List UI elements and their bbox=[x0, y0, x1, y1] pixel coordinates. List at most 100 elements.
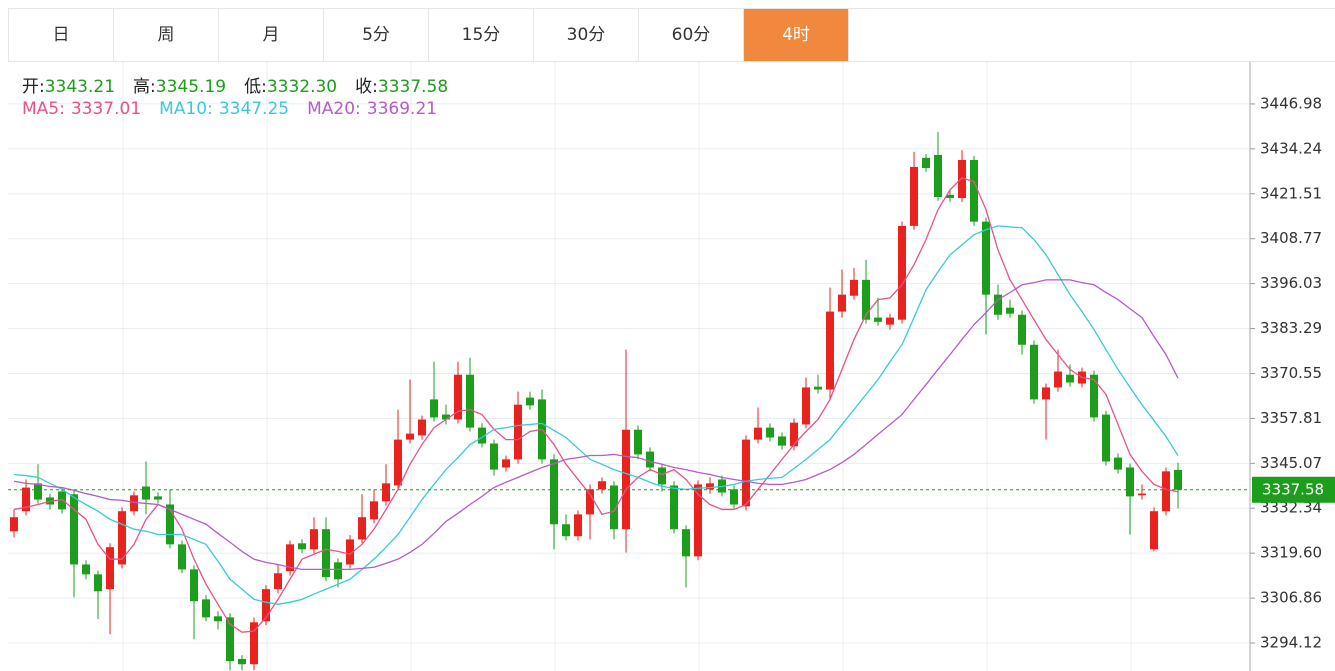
ohlc-value: 3343.21 bbox=[44, 77, 116, 97]
candle-body bbox=[358, 517, 366, 540]
period-tab[interactable]: 周 bbox=[114, 9, 219, 61]
legend-name: MA10: bbox=[159, 99, 213, 119]
candle-body bbox=[1090, 374, 1098, 418]
candle-body bbox=[742, 439, 750, 507]
ohlc-label: 收: bbox=[355, 77, 378, 97]
y-tick-label: 3370.55 bbox=[1260, 364, 1322, 382]
candle-body bbox=[346, 539, 354, 565]
candle-body bbox=[622, 429, 630, 530]
candle-body bbox=[1174, 469, 1182, 490]
y-tick-label: 3332.34 bbox=[1260, 499, 1322, 517]
y-tick-label: 3396.03 bbox=[1260, 274, 1322, 292]
candle-body bbox=[466, 374, 474, 428]
candle-body bbox=[838, 294, 846, 312]
ma-legend: MA5: 3337.01 MA10: 3347.25 MA20: 3369.21 bbox=[22, 99, 455, 119]
candle-body bbox=[1102, 414, 1110, 462]
candle-body bbox=[82, 564, 90, 575]
candle-body bbox=[430, 399, 438, 418]
legend-name: MA20: bbox=[307, 99, 361, 119]
period-tab[interactable]: 5分 bbox=[324, 9, 429, 61]
candle-body bbox=[598, 481, 606, 490]
candle-body bbox=[226, 617, 234, 662]
ma-line bbox=[13, 177, 1179, 633]
candle-body bbox=[514, 404, 522, 460]
candle-body bbox=[1054, 371, 1062, 388]
legend-item: MA10: 3347.25 bbox=[159, 99, 289, 119]
candle-body bbox=[922, 157, 930, 169]
ohlc-item: 开:3343.21 bbox=[22, 77, 115, 97]
legend-name: MA5: bbox=[22, 99, 65, 119]
candle-body bbox=[58, 491, 66, 510]
legend-value: 3347.25 bbox=[218, 99, 290, 119]
candle-body bbox=[94, 574, 102, 592]
candle-body bbox=[154, 496, 162, 500]
candle-body bbox=[754, 427, 762, 440]
candle-body bbox=[790, 422, 798, 447]
candle-body bbox=[178, 544, 186, 570]
candle-body bbox=[370, 501, 378, 520]
candle-body bbox=[646, 451, 654, 468]
ohlc-label: 低: bbox=[244, 77, 267, 97]
period-tab[interactable]: 15分 bbox=[429, 9, 534, 61]
period-tab[interactable]: 4时 bbox=[744, 9, 849, 61]
period-tab[interactable]: 日 bbox=[8, 9, 114, 61]
candle-body bbox=[982, 221, 990, 295]
y-tick-label: 3294.12 bbox=[1260, 634, 1322, 652]
candle-body bbox=[406, 433, 414, 440]
candle-body bbox=[550, 459, 558, 525]
candle-body bbox=[910, 166, 918, 226]
period-tab[interactable]: 60分 bbox=[639, 9, 744, 61]
candle-body bbox=[610, 485, 618, 530]
y-tick-label: 3434.24 bbox=[1260, 139, 1322, 157]
candle-body bbox=[850, 279, 858, 296]
last-price-label: 3337.58 bbox=[1262, 480, 1324, 498]
candle-body bbox=[1042, 387, 1050, 400]
candle-body bbox=[418, 419, 426, 436]
candle-body bbox=[874, 317, 882, 322]
candle-body bbox=[166, 504, 174, 545]
ohlc-header: 开:3343.21 高:3345.19 低:3332.30 收:3337.58 bbox=[22, 72, 466, 97]
candle-body bbox=[634, 429, 642, 455]
candle-body bbox=[898, 225, 906, 320]
candle-body bbox=[70, 494, 78, 565]
candle-body bbox=[778, 436, 786, 446]
period-tabs: 日周月 5分 15分 30分 60分 4时 bbox=[8, 8, 1335, 62]
ohlc-item: 收:3337.58 bbox=[355, 77, 448, 97]
period-tab[interactable]: 月 bbox=[219, 9, 324, 61]
ma-line bbox=[13, 279, 1179, 571]
candle-body bbox=[1018, 314, 1026, 345]
legend-item: MA20: 3369.21 bbox=[307, 99, 437, 119]
candle-body bbox=[190, 569, 198, 602]
candle-body bbox=[862, 279, 870, 320]
candle-body bbox=[1138, 493, 1146, 496]
candle-body bbox=[142, 486, 150, 500]
candle-body bbox=[1126, 467, 1134, 497]
candle-body bbox=[262, 589, 270, 622]
ohlc-item: 低:3332.30 bbox=[244, 77, 337, 97]
candle-body bbox=[682, 529, 690, 557]
candle-body bbox=[706, 483, 714, 490]
candle-body bbox=[958, 159, 966, 199]
candle-body bbox=[334, 562, 342, 580]
ohlc-item: 高:3345.19 bbox=[133, 77, 226, 97]
candle-body bbox=[106, 547, 114, 590]
candle-body bbox=[886, 317, 894, 325]
candle-body bbox=[478, 427, 486, 444]
candle-body bbox=[130, 495, 138, 512]
candle-body bbox=[562, 524, 570, 537]
candle-body bbox=[502, 459, 510, 468]
period-tab[interactable]: 30分 bbox=[534, 9, 639, 61]
candle-body bbox=[766, 427, 774, 438]
candle-body bbox=[994, 294, 1002, 315]
y-tick-label: 3421.51 bbox=[1260, 184, 1322, 202]
candle-body bbox=[586, 489, 594, 515]
candle-body bbox=[214, 616, 222, 622]
y-tick-label: 3408.77 bbox=[1260, 229, 1322, 247]
candle-body bbox=[382, 483, 390, 502]
candle-body bbox=[202, 599, 210, 618]
candle-body bbox=[238, 658, 246, 665]
y-tick-label: 3446.98 bbox=[1260, 94, 1322, 112]
candle-body bbox=[970, 159, 978, 222]
